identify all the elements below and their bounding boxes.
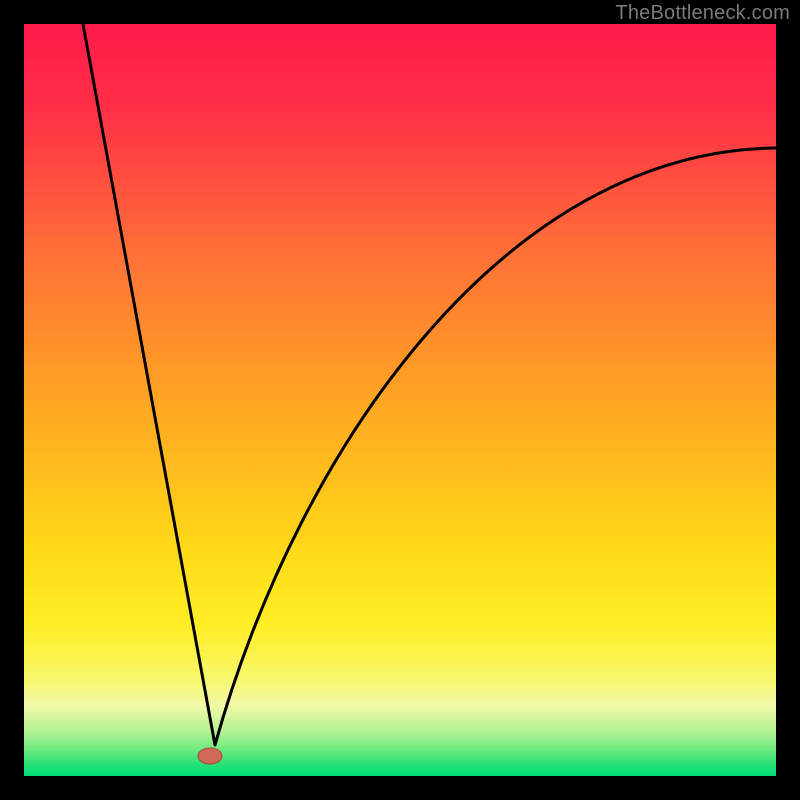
- bottleneck-curve-chart: [0, 0, 800, 800]
- chart-background-gradient: [24, 24, 776, 776]
- watermark-text: TheBottleneck.com: [615, 2, 790, 25]
- curve-min-marker: [198, 748, 222, 764]
